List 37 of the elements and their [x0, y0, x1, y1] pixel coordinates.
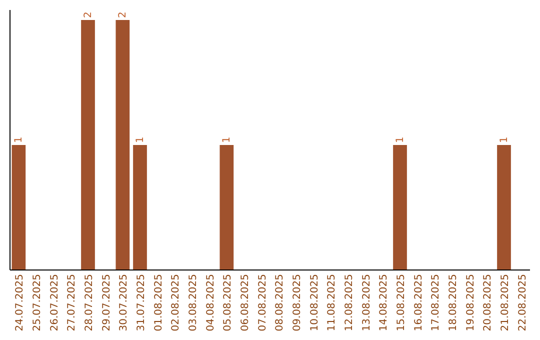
- x-tick-label: 24.07.2025: [14, 274, 26, 332]
- x-tick-label: 31.07.2025: [136, 274, 147, 332]
- x-tick-label: 03.08.2025: [188, 274, 199, 332]
- x-tick-label: 15.08.2025: [396, 274, 407, 332]
- x-tick-label: 17.08.2025: [430, 274, 442, 332]
- x-tick-label: 16.08.2025: [413, 274, 424, 332]
- x-tick-label: 12.08.2025: [344, 274, 355, 332]
- x-tick-label: 09.08.2025: [292, 274, 303, 332]
- x-tick-label: 26.07.2025: [49, 274, 60, 332]
- x-tick-label: 27.07.2025: [66, 274, 78, 332]
- x-tick-label: 21.08.2025: [500, 274, 511, 332]
- x-tick-label: 20.08.2025: [482, 274, 494, 332]
- x-tick-label: 06.08.2025: [240, 274, 251, 332]
- data-label: 1: [135, 136, 146, 143]
- x-tick-label: 13.08.2025: [361, 274, 372, 332]
- data-label: 1: [14, 136, 25, 143]
- x-tick-label: 01.08.2025: [153, 274, 164, 332]
- x-tick-label: 29.07.2025: [101, 274, 112, 332]
- x-tick-label: 08.08.2025: [274, 274, 286, 332]
- x-tick-label: 19.08.2025: [465, 274, 476, 332]
- x-tick-label: 22.08.2025: [517, 274, 528, 332]
- x-tick-label: 14.08.2025: [378, 274, 390, 332]
- data-label: 2: [118, 12, 129, 18]
- x-tick-label: 10.08.2025: [309, 274, 320, 332]
- x-tick-label: 25.07.2025: [32, 274, 43, 332]
- data-label: 2: [83, 12, 94, 18]
- x-tick-label: 28.07.2025: [84, 274, 95, 332]
- x-tick-label: 02.08.2025: [170, 274, 182, 332]
- data-label: 1: [222, 136, 233, 143]
- x-tick-label: 07.08.2025: [257, 274, 268, 332]
- x-tick-label: 30.07.2025: [118, 274, 130, 332]
- x-tick-label: 11.08.2025: [326, 274, 338, 332]
- data-label: 1: [395, 136, 406, 143]
- data-label: 1: [499, 136, 510, 143]
- x-tick-label: 05.08.2025: [222, 274, 234, 332]
- x-tick-label: 18.08.2025: [448, 274, 459, 332]
- x-tick-label: 04.08.2025: [205, 274, 216, 332]
